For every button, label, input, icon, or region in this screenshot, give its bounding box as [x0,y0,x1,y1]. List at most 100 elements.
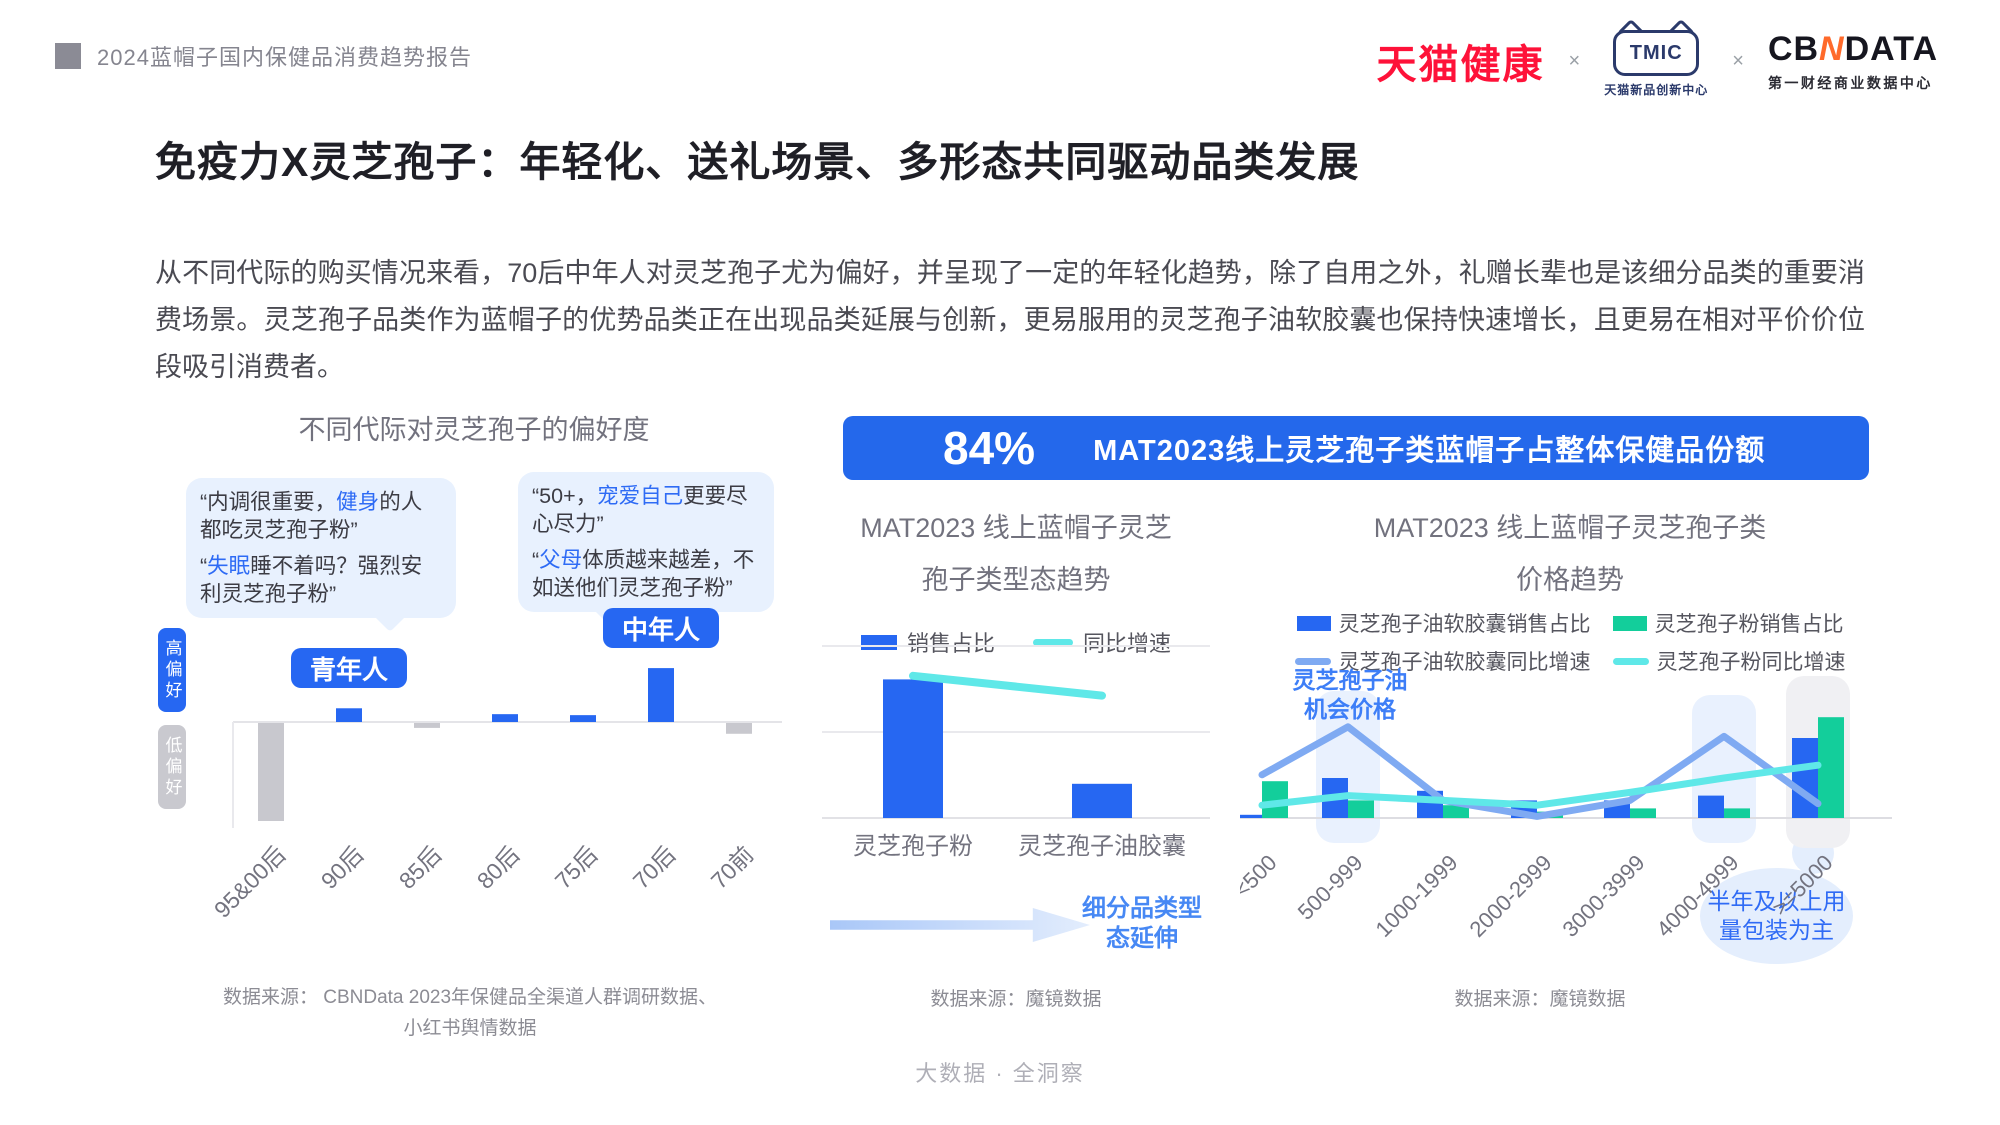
tmic-subtitle: 天猫新品创新中心 [1604,83,1709,97]
growth-line [909,671,1106,700]
group-badge: 青年人 [291,648,407,689]
right-chart-legend-row2: 灵芝孢子油软胶囊同比增速 灵芝孢子粉同比增速 [1240,646,1900,676]
cbndata-logo-text: CBNDATA [1768,30,1938,69]
legend-bar-swatch [1612,615,1647,631]
quote-text: “父母体质越来越差，不如送他们灵芝孢子粉” [532,546,760,602]
middle-chart-title-line1: MAT2023 线上蓝帽子灵芝 [860,513,1172,543]
legend-label: 灵芝孢子粉销售占比 [1654,613,1844,636]
generation-preference-plot: 95&00后 90后 85后 80后 75后 70后 70前 [209,668,782,923]
quote-segment: 更要尽心尽力” [532,484,748,536]
form-trend-plot: 灵芝孢子粉 灵芝孢子油胶囊 [822,645,1210,860]
bar [414,723,440,728]
opportunity-price-annotation: 灵芝孢子油 机会价格 [1270,666,1430,724]
legend-line-swatch [1033,638,1073,646]
legend-label: 灵芝孢子油软胶囊销售占比 [1338,613,1591,636]
bar [648,668,674,722]
bar-oil-capsule [1792,738,1818,818]
legend-label: 灵芝孢子粉同比增速 [1656,651,1846,674]
left-chart-source: 数据来源： CBNData 2023年保健品全渠道人群调研数据、 小红书舆情数据 [150,982,790,1044]
right-arrow-icon [830,908,1090,942]
x-axis-label: 80后 [472,841,525,894]
x-axis-label: 灵芝孢子粉 [853,833,973,860]
highlight-band [1692,695,1756,843]
growth-line-powder [1258,761,1822,809]
x-axis-label: 95&00后 [209,841,291,923]
quote-segment: “50+， [532,484,598,508]
tmic-cat-head-icon: TMIC [1613,18,1700,76]
partner-logos: 天猫健康 × TMIC 天猫新品创新中心 × CBNDATA 第一财经商业数据中… [1377,18,1938,98]
x-axis-label: 85后 [394,841,447,894]
left-chart-title: 不同代际对灵芝孢子的偏好度 [298,415,650,445]
x-axis-label: 500-999 [1293,850,1368,925]
growth-line-oil-capsule [1258,723,1822,820]
quote-keyword: 健身 [336,490,380,514]
x-axis-label: 75后 [550,841,603,894]
stat-banner: 84% MAT2023线上灵芝孢子类蓝帽子占整体保健品份额 [843,416,1869,480]
right-chart-title-line2: 价格趋势 [1516,565,1624,595]
quote-bubble: “50+，宠爱自己更要尽心尽力” “父母体质越来越差，不如送他们灵芝孢子粉” [518,472,774,626]
group-badge: 中年人 [603,608,719,649]
legend-label: 销售占比 [906,631,995,656]
report-brand: 2024蓝帽子国内保健品消费趋势报告 [55,40,472,72]
cbndata-logo: CBNDATA 第一财经商业数据中心 [1768,30,1938,93]
price-trend-chart: MAT2023 线上蓝帽子灵芝孢子类 价格趋势 灵芝孢子油软胶囊销售占比 灵芝孢… [1240,498,1900,1038]
legend-line-swatch [1294,657,1331,665]
x-axis-label: 90后 [316,841,369,894]
x-axis-label: <500 [1240,850,1282,903]
bar [1072,783,1132,818]
bar-powder [1443,805,1469,818]
annotation-line: 灵芝孢子油 [1292,667,1408,693]
cbn-right: DATA [1844,29,1938,68]
quote-keyword: 父母 [539,548,583,572]
quote-bubble: “内调很重要，健身的人都吃灵芝孢子粉” “失眠睡不着吗？强烈安利灵芝孢子粉” [186,478,456,632]
form-trend-chart: MAT2023 线上蓝帽子灵芝 孢子类型态趋势 销售占比 同比增速 灵芝孢子粉灵… [820,498,1212,1038]
middle-chart-legend: 销售占比 同比增速 [820,626,1212,658]
source-line: 小红书舆情数据 [403,1018,537,1039]
callout-line: 半年及以上用 [1707,888,1846,914]
x-axis-label: 1000-1999 [1370,850,1462,942]
callout-line: 量包装为主 [1719,917,1834,943]
axis-badge-low: 低偏好 [158,725,186,809]
x-axis-label: 70前 [706,841,759,894]
x-axis-label: 70后 [628,841,681,894]
report-title: 2024蓝帽子国内保健品消费趋势报告 [97,45,472,70]
lead-paragraph: 从不同代际的购买情况来看，70后中年人对灵芝孢子尤为偏好，并呈现了一定的年轻化趋… [155,258,1865,382]
stat-caption: MAT2023线上灵芝孢子类蓝帽子占整体保健品份额 [1093,435,1766,467]
cbn-orange-n: N [1819,29,1845,68]
bar [492,714,518,722]
logo-separator: × [1732,49,1744,72]
annotation-line: 机会价格 [1304,696,1396,722]
price-trend-plot: <500 500-999 1000-1999 2000-2999 3000-3999 40… [1240,676,1892,942]
legend-label: 同比增速 [1083,631,1172,656]
quote-text: “失眠睡不着吗？强烈安利灵芝孢子粉” [200,552,442,608]
cbndata-subtitle: 第一财经商业数据中心 [1767,74,1933,91]
quote-segment: “内调很重要， [200,490,337,514]
page-footer: 大数据 · 全洞察 [915,1061,1085,1086]
bar [726,723,752,734]
generation-preference-chart: 不同代际对灵芝孢子的偏好度 “内调很重要，健身的人都吃灵芝孢子粉” “失眠睡不着吗… [150,400,798,1040]
right-chart-legend-row1: 灵芝孢子油软胶囊销售占比 灵芝孢子粉销售占比 [1240,608,1900,638]
bar-powder [1724,808,1750,818]
bar-powder [1630,808,1656,818]
source-line: 数据来源： CBNData 2023年保健品全渠道人群调研数据、 [222,987,718,1008]
arrow-label: 细分品类型态延伸 [1082,895,1202,952]
bar [258,723,284,821]
bar [570,715,596,722]
bar [336,708,362,722]
x-axis-label: 4000-4999 [1651,850,1743,942]
stat-value: 84% [943,422,1036,474]
middle-chart-source: 数据来源：魔镜数据 [930,989,1102,1010]
quote-segment: “ [532,548,540,572]
x-axis-label: 3000-3999 [1557,850,1649,942]
bar [883,679,943,818]
right-chart-title-line1: MAT2023 线上蓝帽子灵芝孢子类 [1373,513,1767,543]
quote-text: “内调很重要，健身的人都吃灵芝孢子粉” [200,488,442,544]
axis-badge-high: 高偏好 [158,628,186,712]
quote-keyword: 宠爱自己 [597,484,684,508]
quote-text: “50+，宠爱自己更要尽心尽力” [532,482,760,538]
tmic-logo: TMIC 天猫新品创新中心 [1604,18,1709,98]
quote-segment: 的人都吃灵芝孢子粉” [200,490,423,542]
quote-keyword: 失眠 [207,554,251,578]
quote-segment: 睡不着吗？强烈安利灵芝孢子粉” [200,554,423,606]
